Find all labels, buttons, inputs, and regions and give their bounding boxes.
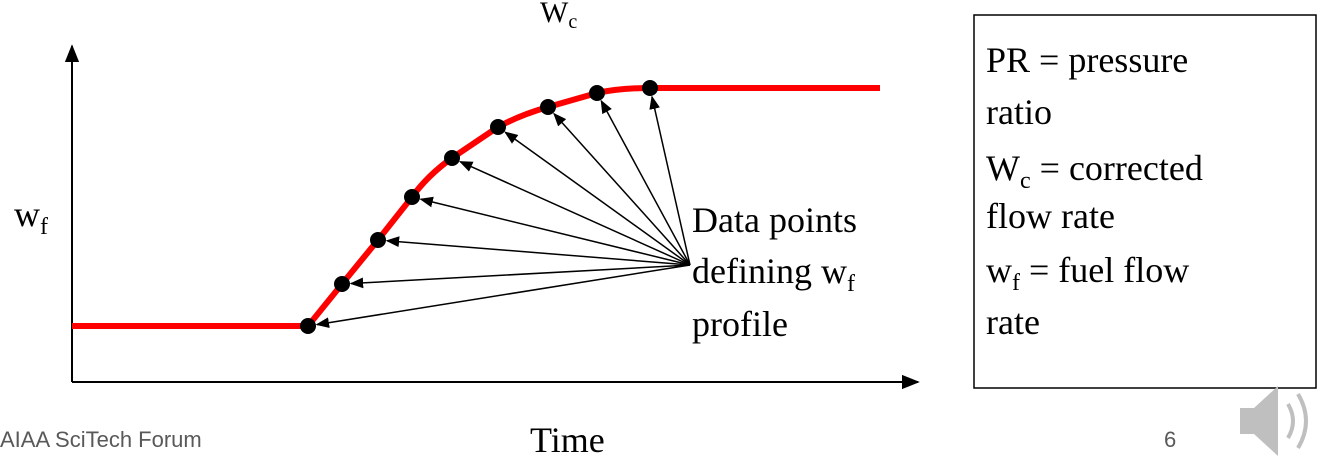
annotation-line: profile xyxy=(692,304,788,344)
pointer-arrow xyxy=(419,196,691,266)
legend-line: Wc = corrected xyxy=(986,148,1203,194)
x-axis-label: Time xyxy=(530,420,605,460)
speaker-wave[interactable] xyxy=(1296,392,1308,450)
legend-line: wf = fuel flow xyxy=(986,250,1189,296)
pointer-arrow xyxy=(458,161,691,266)
footer-conference: AIAA SciTech Forum xyxy=(0,427,202,452)
data-point xyxy=(334,276,350,292)
page-number: 6 xyxy=(1164,427,1176,452)
pointer-arrow xyxy=(504,131,691,266)
legend-box xyxy=(973,14,1317,389)
legend-line: rate xyxy=(986,302,1040,342)
data-point xyxy=(540,99,556,115)
data-point xyxy=(300,318,316,334)
pointer-arrow xyxy=(600,99,691,266)
data-point xyxy=(370,232,386,248)
data-point xyxy=(444,150,460,166)
legend-line: flow rate xyxy=(986,196,1115,236)
y-axis-label: wf xyxy=(14,194,48,240)
pointer-arrows xyxy=(315,95,691,328)
legend-text: PR = pressure ratio Wc = corrected flow … xyxy=(986,40,1203,342)
data-point xyxy=(404,189,420,205)
annotation-line: defining wf xyxy=(692,251,855,297)
annotation-line: Data points xyxy=(692,200,857,240)
legend-line: PR = pressure xyxy=(986,40,1188,80)
top-label: Wc xyxy=(540,0,577,33)
pointer-arrow xyxy=(349,264,691,289)
pointer-arrow xyxy=(649,95,691,266)
legend-line: ratio xyxy=(986,92,1052,132)
pointer-arrow xyxy=(553,112,691,266)
pointer-arrow xyxy=(315,264,691,328)
data-point xyxy=(642,80,658,96)
pointer-arrow xyxy=(385,236,691,266)
speaker-icon[interactable] xyxy=(1240,386,1308,456)
speaker-body[interactable] xyxy=(1240,408,1254,434)
speaker-cone[interactable] xyxy=(1254,386,1278,456)
data-point xyxy=(490,119,506,135)
data-point xyxy=(589,85,605,101)
data-points xyxy=(300,80,658,334)
speaker-wave[interactable] xyxy=(1286,402,1295,440)
